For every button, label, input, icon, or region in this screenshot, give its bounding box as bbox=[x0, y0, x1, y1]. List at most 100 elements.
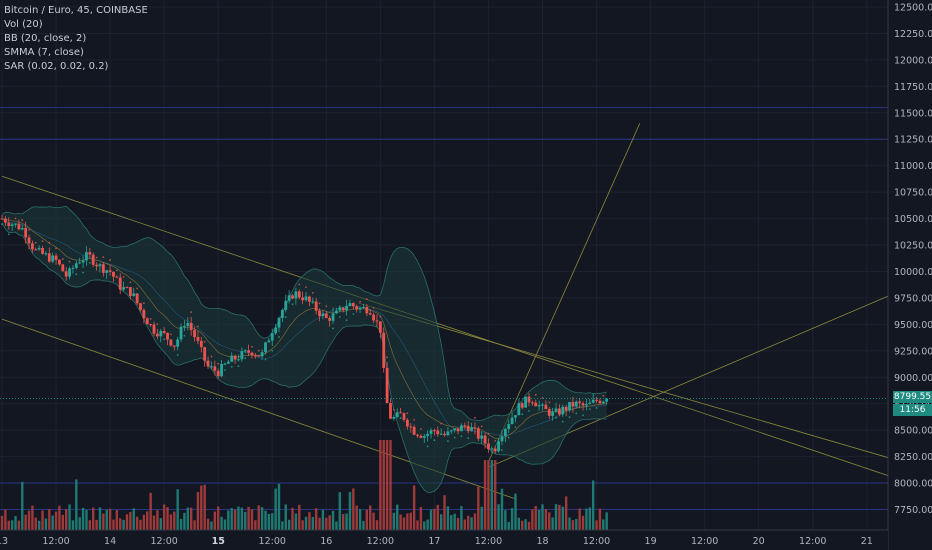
candle-body bbox=[585, 404, 588, 406]
candle-body bbox=[362, 306, 365, 308]
volume-bar bbox=[105, 509, 108, 530]
volume-bar bbox=[433, 508, 436, 530]
candle-body bbox=[358, 307, 362, 310]
candle-body bbox=[328, 318, 332, 321]
candle-body bbox=[541, 404, 544, 406]
volume-bar bbox=[10, 520, 14, 530]
candle-body bbox=[426, 433, 430, 436]
volume-bar bbox=[254, 520, 257, 530]
volume-bar bbox=[173, 511, 176, 530]
sar-dot bbox=[190, 311, 193, 314]
candle-body bbox=[318, 310, 321, 317]
candle-body bbox=[297, 291, 301, 298]
volume-bar bbox=[146, 511, 149, 530]
volume-bar bbox=[244, 511, 247, 530]
volume-bar bbox=[142, 514, 146, 530]
candle-body bbox=[487, 443, 490, 450]
volume-bar bbox=[602, 519, 605, 530]
volume-bar bbox=[409, 512, 412, 530]
candle-body bbox=[507, 424, 511, 429]
candle-body bbox=[460, 425, 463, 432]
volume-bar bbox=[122, 519, 125, 530]
volume-bar bbox=[372, 512, 375, 530]
candle-body bbox=[561, 406, 565, 415]
candle-body bbox=[500, 436, 504, 442]
candle-body bbox=[230, 355, 234, 362]
volume-bar bbox=[490, 460, 494, 530]
candle-body bbox=[443, 433, 446, 436]
legend-smma[interactable]: SMMA (7, close) bbox=[4, 47, 84, 58]
volume-bar bbox=[379, 440, 382, 530]
volume-bar bbox=[24, 514, 27, 530]
volume-bar bbox=[189, 507, 193, 530]
sar-dot bbox=[467, 437, 470, 440]
volume-bar bbox=[412, 485, 416, 530]
candle-body bbox=[601, 401, 605, 404]
candle-body bbox=[331, 313, 335, 321]
volume-bar bbox=[0, 515, 4, 530]
legend-vol[interactable]: Vol (20) bbox=[4, 19, 43, 30]
sar-dot bbox=[68, 260, 71, 263]
sar-dot bbox=[379, 315, 382, 318]
sar-dot bbox=[224, 369, 226, 371]
volume-bar bbox=[375, 520, 379, 530]
volume-bar bbox=[571, 520, 575, 530]
candle-body bbox=[142, 309, 146, 319]
sar-dot bbox=[305, 286, 307, 289]
sar-dot bbox=[494, 439, 497, 442]
sar-dot bbox=[399, 417, 402, 419]
candle-body bbox=[571, 402, 575, 407]
volume-bar bbox=[575, 518, 578, 530]
volume-bar bbox=[271, 513, 274, 530]
candle-body bbox=[128, 287, 132, 296]
candle-body bbox=[118, 277, 122, 290]
y-tick-label: 11750.00 bbox=[894, 82, 932, 93]
sar-dot bbox=[156, 323, 159, 326]
candle-body bbox=[308, 296, 311, 302]
symbol-title[interactable]: Bitcoin / Euro, 45, COINBASE bbox=[4, 5, 148, 16]
x-tick-label: 21 bbox=[861, 536, 873, 547]
candle-body bbox=[355, 306, 359, 310]
volume-bar bbox=[558, 504, 561, 530]
volume-bar bbox=[551, 517, 554, 530]
volume-bar bbox=[500, 488, 504, 530]
candle-body bbox=[517, 403, 521, 416]
volume-bar bbox=[291, 507, 294, 530]
volume-bar bbox=[527, 521, 531, 530]
candle-body bbox=[304, 296, 308, 301]
volume-bar bbox=[88, 520, 92, 530]
candle-body bbox=[206, 360, 210, 367]
candle-body bbox=[389, 403, 392, 419]
candle-body bbox=[101, 264, 105, 273]
volume-bar bbox=[129, 512, 132, 530]
volume-bar bbox=[78, 517, 81, 530]
volume-bar bbox=[257, 505, 260, 530]
volume-bar bbox=[108, 508, 112, 530]
volume-bar bbox=[544, 509, 548, 530]
sar-dot bbox=[487, 432, 490, 435]
legend-bb[interactable]: BB (20, close, 2) bbox=[4, 33, 87, 44]
x-tick-label: 17 bbox=[428, 536, 440, 547]
sar-dot bbox=[386, 356, 389, 359]
legend-sar[interactable]: SAR (0.02, 0.02, 0.2) bbox=[4, 61, 109, 72]
candle-body bbox=[274, 327, 278, 334]
volume-bar bbox=[531, 509, 534, 530]
volume-bar bbox=[41, 510, 44, 530]
volume-bar bbox=[102, 513, 105, 530]
candle-body bbox=[91, 254, 95, 265]
candle-body bbox=[51, 255, 55, 262]
volume-bar bbox=[139, 519, 142, 530]
volume-bar bbox=[112, 519, 115, 530]
volume-bar bbox=[186, 507, 189, 530]
sar-dot bbox=[284, 316, 287, 318]
volume-bar bbox=[477, 486, 480, 530]
volume-bar bbox=[98, 507, 102, 530]
volume-bar bbox=[429, 509, 433, 530]
candle-body bbox=[243, 350, 247, 352]
sar-dot bbox=[433, 439, 436, 442]
sar-dot bbox=[41, 240, 44, 243]
candle-body bbox=[537, 405, 541, 407]
candle-body bbox=[210, 366, 213, 368]
